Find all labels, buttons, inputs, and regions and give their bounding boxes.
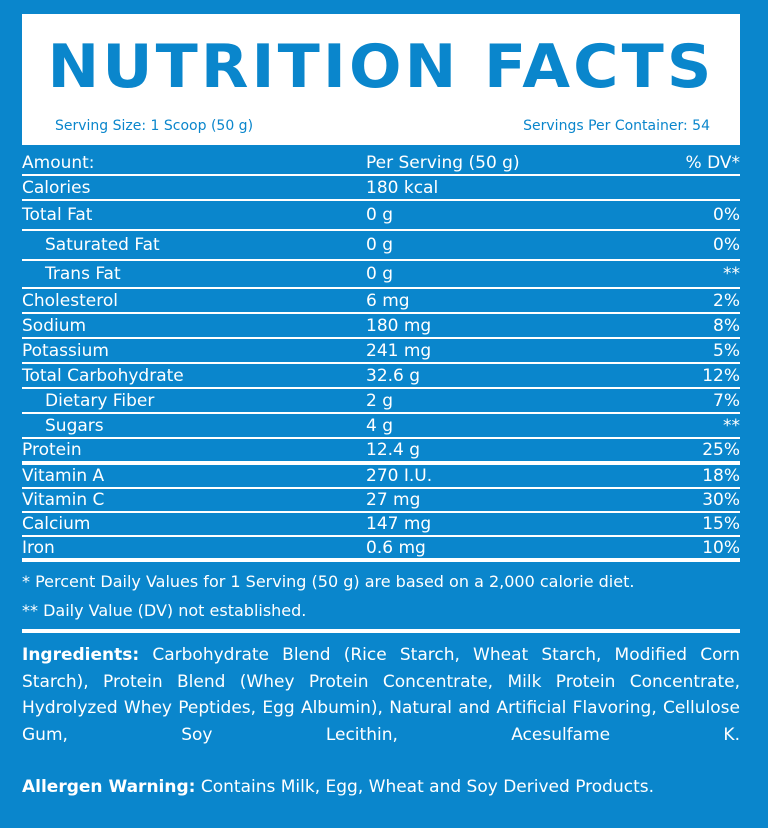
table-row: Sodium 180 mg 8% [22, 314, 740, 339]
allergen-warning: Allergen Warning: Contains Milk, Egg, Wh… [22, 776, 740, 798]
table-row: Protein 12.4 g 25% [22, 439, 740, 465]
nutrient-dv: 12% [702, 365, 740, 386]
nutrient-name: Vitamin A [22, 466, 105, 486]
nutrient-amount: 6 mg [366, 290, 410, 311]
servings-per-container: Servings Per Container: 54 [523, 118, 710, 134]
header-dv: % DV* [685, 152, 740, 173]
table-row: Total Fat 0 g 0% [22, 201, 740, 231]
table-row: Vitamin A 270 I.U. 18% [22, 465, 740, 489]
nutrient-amount: 0 g [366, 235, 394, 255]
table-row: Sugars 4 g ** [22, 414, 740, 439]
nutrient-name: Total Carbohydrate [22, 365, 184, 386]
nutrient-amount: 0.6 mg [366, 537, 426, 558]
nutrient-amount: 180 kcal [366, 177, 439, 198]
nutrient-name: Trans Fat [45, 264, 121, 284]
nutrient-dv: 18% [702, 466, 740, 486]
nutrient-dv: 30% [702, 490, 740, 510]
nutrient-name: Iron [22, 537, 55, 558]
nutrient-dv: 2% [713, 290, 740, 311]
nutrient-name: Sugars [45, 415, 104, 436]
allergen-label: Allergen Warning: [22, 777, 196, 797]
nutrient-name: Saturated Fat [45, 235, 160, 255]
table-row: Iron 0.6 mg 10% [22, 537, 740, 562]
table-row: Cholesterol 6 mg 2% [22, 289, 740, 314]
nutrient-amount: 270 I.U. [366, 466, 433, 486]
header-amount-label: Amount: [22, 152, 95, 173]
nutrient-dv: 5% [713, 340, 740, 361]
nutrient-name: Total Fat [22, 205, 93, 225]
nutrient-name: Sodium [22, 315, 87, 336]
footnote-daily-values: * Percent Daily Values for 1 Serving (50… [22, 572, 635, 591]
table-row: Calories 180 kcal [22, 176, 740, 201]
nutrient-amount: 241 mg [366, 340, 432, 361]
nutrient-name: Protein [22, 440, 82, 460]
table-header-row: Amount: Per Serving (50 g) % DV* [22, 151, 740, 176]
nutrient-dv: ** [723, 415, 740, 436]
title-panel: NUTRITION FACTS Serving Size: 1 Scoop (5… [22, 14, 740, 145]
ingredients-label: Ingredients: [22, 645, 140, 665]
table-row: Trans Fat 0 g ** [22, 261, 740, 289]
nutrient-amount: 147 mg [366, 514, 432, 534]
footnote-not-established: ** Daily Value (DV) not established. [22, 601, 307, 620]
nutrient-dv: 0% [713, 205, 740, 225]
nutrient-dv: 25% [702, 440, 740, 460]
nutrient-amount: 4 g [366, 415, 394, 436]
nutrient-amount: 2 g [366, 390, 394, 411]
nutrient-dv: 0% [713, 235, 740, 255]
nutrient-name: Potassium [22, 340, 109, 361]
nutrient-name: Vitamin C [22, 490, 105, 510]
nutrient-dv: 7% [713, 390, 740, 411]
nutrient-amount: 32.6 g [366, 365, 421, 386]
nutrition-table: Amount: Per Serving (50 g) % DV* Calorie… [22, 151, 740, 562]
header-per-serving: Per Serving (50 g) [366, 152, 520, 173]
nutrient-amount: 27 mg [366, 490, 421, 510]
nutrient-name: Calories [22, 177, 91, 198]
nutrient-amount: 0 g [366, 264, 394, 284]
nutrient-name: Calcium [22, 514, 91, 534]
serving-size: Serving Size: 1 Scoop (50 g) [55, 118, 254, 134]
table-row: Calcium 147 mg 15% [22, 513, 740, 537]
table-row: Vitamin C 27 mg 30% [22, 489, 740, 513]
divider [22, 629, 740, 633]
nutrient-amount: 12.4 g [366, 440, 421, 460]
table-row: Total Carbohydrate 32.6 g 12% [22, 364, 740, 389]
table-row: Dietary Fiber 2 g 7% [22, 389, 740, 414]
nutrient-name: Cholesterol [22, 290, 118, 311]
ingredients-block: Ingredients: Carbohydrate Blend (Rice St… [22, 642, 740, 748]
nutrient-dv: 15% [702, 514, 740, 534]
nutrient-name: Dietary Fiber [45, 390, 155, 411]
nutrient-dv: 8% [713, 315, 740, 336]
table-row: Potassium 241 mg 5% [22, 339, 740, 364]
nutrient-amount: 0 g [366, 205, 394, 225]
page-title: NUTRITION FACTS [47, 32, 715, 102]
ingredients-text: Carbohydrate Blend (Rice Starch, Wheat S… [22, 645, 740, 745]
allergen-text: Contains Milk, Egg, Wheat and Soy Derive… [200, 777, 654, 797]
nutrient-amount: 180 mg [366, 315, 432, 336]
nutrient-dv: 10% [702, 537, 740, 558]
table-row: Saturated Fat 0 g 0% [22, 231, 740, 261]
nutrient-dv: ** [723, 264, 740, 284]
